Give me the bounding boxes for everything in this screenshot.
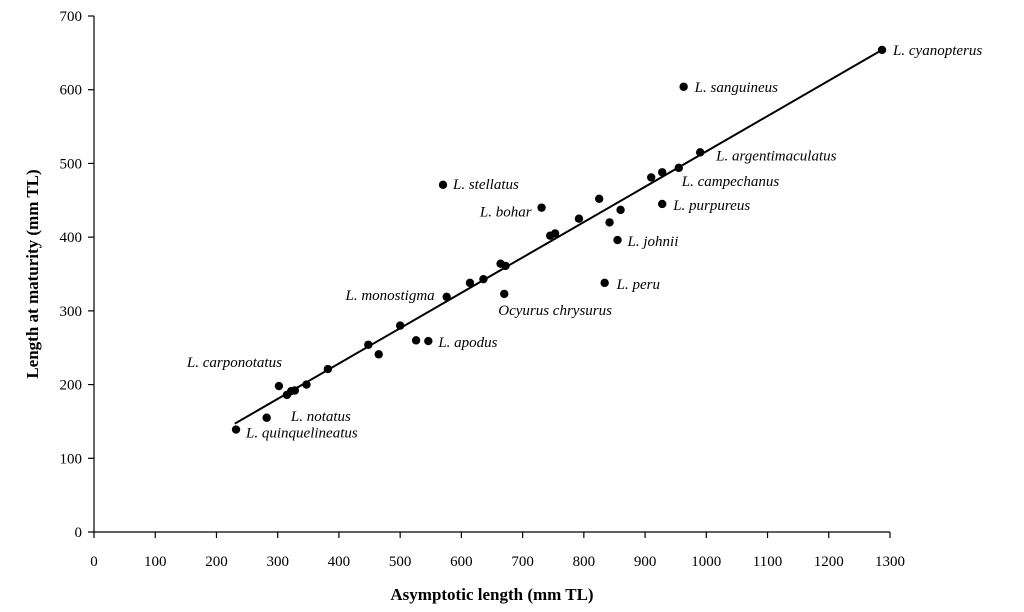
- y-tick-label: 0: [75, 525, 83, 541]
- point-label: L. campechanus: [681, 174, 780, 190]
- data-point: [364, 340, 373, 349]
- data-points: [231, 45, 887, 434]
- data-point: [500, 289, 509, 299]
- point-label: L. peru: [616, 277, 660, 293]
- data-point: [442, 292, 451, 302]
- x-tick-label: 900: [634, 554, 657, 570]
- data-point: [613, 235, 622, 245]
- data-point: [290, 386, 300, 395]
- data-point: [479, 274, 488, 284]
- data-point: [550, 229, 560, 238]
- data-point: [438, 180, 448, 190]
- data-point: [262, 413, 271, 422]
- y-tick-label: 200: [60, 378, 83, 394]
- point-label: L. carponotatus: [186, 355, 282, 371]
- x-tick-label: 700: [511, 554, 534, 570]
- data-point: [574, 214, 584, 223]
- point-label: L. bohar: [479, 205, 532, 221]
- x-tick-label: 500: [389, 554, 412, 570]
- y-tick-label: 600: [60, 83, 83, 99]
- data-point: [658, 168, 667, 177]
- x-tick-label: 100: [144, 554, 167, 570]
- y-tick-label: 500: [60, 156, 83, 172]
- data-point: [594, 194, 604, 204]
- x-axis-title: Asymptotic length (mm TL): [390, 585, 593, 604]
- y-tick-label: 300: [60, 304, 83, 320]
- data-point: [302, 380, 311, 389]
- x-tick-label: 400: [328, 554, 351, 570]
- point-label: L. notatus: [290, 409, 351, 425]
- data-point: [374, 350, 383, 359]
- data-point: [274, 381, 284, 391]
- point-label: L. quinquelineatus: [245, 426, 358, 442]
- data-point: [877, 45, 887, 55]
- data-point: [411, 336, 421, 345]
- x-tick-label: 1200: [814, 554, 844, 570]
- point-label: L. cyanopterus: [892, 43, 982, 59]
- x-tick-label: 0: [90, 554, 98, 570]
- point-label: L. argentimaculatus: [715, 148, 836, 164]
- data-point: [465, 278, 475, 288]
- point-label: L. apodus: [437, 335, 497, 351]
- data-point: [424, 336, 433, 346]
- x-tick-label: 1000: [691, 554, 721, 570]
- y-tick-label: 100: [60, 451, 83, 467]
- y-tick-label: 700: [60, 9, 83, 25]
- point-label: L. sanguineus: [694, 80, 779, 96]
- x-tick-label: 600: [450, 554, 473, 570]
- regression-line: [234, 49, 883, 425]
- x-axis-ticks: 0 100 200 300 400 500 600 700 800 900 1000 1100 1200…: [90, 532, 905, 570]
- x-tick-label: 200: [205, 554, 228, 570]
- data-point: [674, 163, 683, 173]
- data-point: [501, 261, 510, 271]
- data-point: [600, 278, 609, 288]
- data-point: [395, 321, 405, 330]
- data-point: [231, 425, 241, 434]
- point-label: Ocyurus chrysurus: [498, 303, 612, 319]
- data-point: [658, 199, 667, 209]
- data-point: [537, 203, 546, 212]
- data-point: [647, 173, 656, 182]
- data-point: [323, 364, 333, 374]
- point-label: L. johnii: [627, 234, 679, 250]
- point-labels: L. quinquelineatus L. carponotatus L. nota…: [186, 43, 982, 442]
- x-tick-label: 1300: [875, 554, 905, 570]
- point-label: L. stellatus: [452, 177, 519, 193]
- data-point: [679, 82, 688, 91]
- x-tick-label: 1100: [753, 554, 782, 570]
- y-axis-title: Length at maturity (mm TL): [23, 169, 42, 378]
- point-label: L. monostigma: [345, 288, 435, 304]
- data-point: [695, 148, 705, 157]
- data-point: [616, 205, 625, 215]
- point-label: L. purpureus: [672, 198, 750, 214]
- y-axis-ticks: 0 100 200 300 400 500 600 700: [60, 9, 94, 541]
- x-tick-label: 800: [573, 554, 596, 570]
- y-tick-label: 400: [60, 230, 83, 246]
- data-point: [605, 218, 614, 227]
- x-tick-label: 300: [266, 554, 289, 570]
